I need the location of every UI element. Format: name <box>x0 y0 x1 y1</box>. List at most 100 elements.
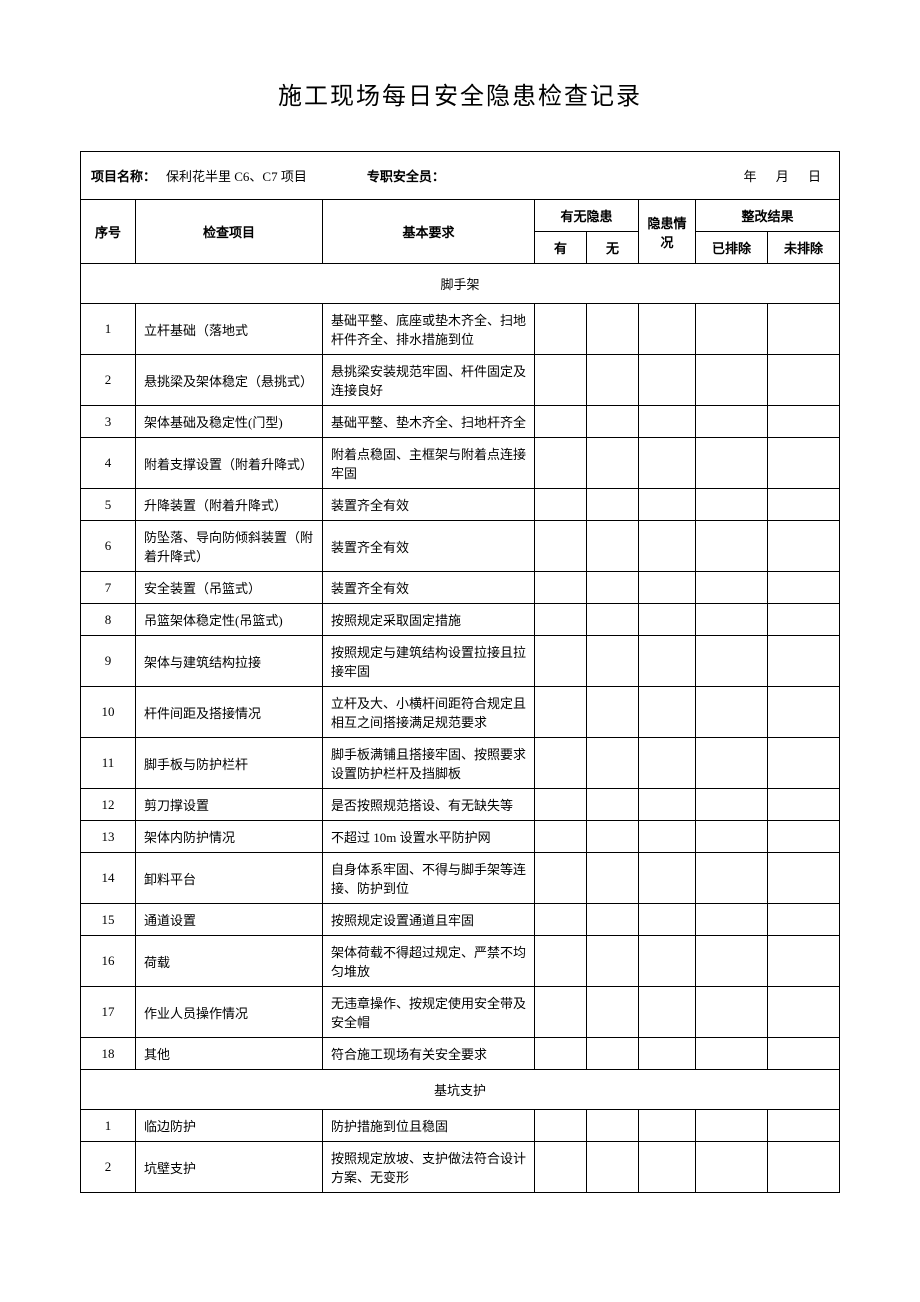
cell-basic-req: 基础平整、底座或垫木齐全、扫地杆件齐全、排水措施到位 <box>323 304 535 355</box>
cell-check-item: 立杆基础（落地式 <box>136 304 323 355</box>
cell-status <box>639 1038 696 1070</box>
table-row: 14卸料平台自身体系牢固、不得与脚手架等连接、防护到位 <box>81 853 840 904</box>
cell-check-item: 架体基础及稳定性(门型) <box>136 406 323 438</box>
cell-basic-req: 脚手板满铺且搭接牢固、按照要求设置防护栏杆及挡脚板 <box>323 738 535 789</box>
cell-status <box>639 853 696 904</box>
cell-result-undone <box>768 636 840 687</box>
cell-result-done <box>696 687 768 738</box>
cell-result-done <box>696 1038 768 1070</box>
cell-status <box>639 1110 696 1142</box>
cell-result-undone <box>768 821 840 853</box>
cell-hazard-no <box>587 1110 639 1142</box>
cell-result-done <box>696 1110 768 1142</box>
cell-result-undone <box>768 738 840 789</box>
section-header-row: 基坑支护 <box>81 1070 840 1110</box>
table-row: 15通道设置按照规定设置通道且牢固 <box>81 904 840 936</box>
table-row: 5升降装置（附着升降式）装置齐全有效 <box>81 489 840 521</box>
cell-seq: 6 <box>81 521 136 572</box>
table-row: 6防坠落、导向防倾斜装置（附着升降式）装置齐全有效 <box>81 521 840 572</box>
cell-hazard-no <box>587 406 639 438</box>
cell-check-item: 通道设置 <box>136 904 323 936</box>
cell-seq: 15 <box>81 904 136 936</box>
cell-basic-req: 是否按照规范搭设、有无缺失等 <box>323 789 535 821</box>
table-row: 7安全装置（吊篮式）装置齐全有效 <box>81 572 840 604</box>
cell-seq: 4 <box>81 438 136 489</box>
cell-check-item: 剪刀撑设置 <box>136 789 323 821</box>
cell-hazard-yes <box>535 1038 587 1070</box>
cell-status <box>639 304 696 355</box>
cell-basic-req: 按照规定放坡、支护做法符合设计方案、无变形 <box>323 1142 535 1193</box>
cell-result-done <box>696 521 768 572</box>
cell-seq: 17 <box>81 987 136 1038</box>
cell-result-undone <box>768 1110 840 1142</box>
cell-result-undone <box>768 355 840 406</box>
table-row: 10杆件间距及搭接情况立杆及大、小横杆间距符合规定且相互之间搭接满足规范要求 <box>81 687 840 738</box>
safety-officer-label: 专职安全员： <box>367 166 445 185</box>
cell-check-item: 卸料平台 <box>136 853 323 904</box>
cell-hazard-yes <box>535 789 587 821</box>
cell-result-done <box>696 355 768 406</box>
cell-basic-req: 附着点稳固、主框架与附着点连接牢固 <box>323 438 535 489</box>
cell-seq: 1 <box>81 304 136 355</box>
col-done-header: 已排除 <box>696 232 768 264</box>
col-result-header: 整改结果 <box>696 200 840 232</box>
inspection-table: 项目名称： 保利花半里 C6、C7 项目 专职安全员： 年 月 日 序号 检查项… <box>80 151 840 1193</box>
table-row: 12剪刀撑设置是否按照规范搭设、有无缺失等 <box>81 789 840 821</box>
col-no-header: 无 <box>587 232 639 264</box>
cell-status <box>639 604 696 636</box>
cell-status <box>639 636 696 687</box>
cell-result-undone <box>768 904 840 936</box>
cell-check-item: 其他 <box>136 1038 323 1070</box>
cell-result-undone <box>768 438 840 489</box>
table-row: 2坑壁支护按照规定放坡、支护做法符合设计方案、无变形 <box>81 1142 840 1193</box>
cell-result-done <box>696 438 768 489</box>
cell-hazard-no <box>587 1142 639 1193</box>
cell-result-undone <box>768 853 840 904</box>
cell-status <box>639 355 696 406</box>
cell-result-undone <box>768 406 840 438</box>
cell-hazard-no <box>587 355 639 406</box>
cell-hazard-yes <box>535 821 587 853</box>
cell-result-done <box>696 489 768 521</box>
cell-check-item: 作业人员操作情况 <box>136 987 323 1038</box>
cell-seq: 12 <box>81 789 136 821</box>
cell-seq: 5 <box>81 489 136 521</box>
cell-check-item: 防坠落、导向防倾斜装置（附着升降式） <box>136 521 323 572</box>
cell-check-item: 架体与建筑结构拉接 <box>136 636 323 687</box>
cell-result-undone <box>768 604 840 636</box>
cell-result-done <box>696 853 768 904</box>
cell-hazard-yes <box>535 521 587 572</box>
cell-basic-req: 装置齐全有效 <box>323 521 535 572</box>
cell-hazard-yes <box>535 406 587 438</box>
cell-seq: 11 <box>81 738 136 789</box>
col-hazard-header: 有无隐患 <box>535 200 639 232</box>
table-row: 17作业人员操作情况无违章操作、按规定使用安全带及安全帽 <box>81 987 840 1038</box>
cell-seq: 9 <box>81 636 136 687</box>
col-yes-header: 有 <box>535 232 587 264</box>
cell-seq: 1 <box>81 1110 136 1142</box>
cell-result-undone <box>768 1142 840 1193</box>
cell-seq: 3 <box>81 406 136 438</box>
cell-hazard-yes <box>535 853 587 904</box>
col-status-header: 隐患情况 <box>639 200 696 264</box>
cell-basic-req: 防护措施到位且稳固 <box>323 1110 535 1142</box>
cell-status <box>639 789 696 821</box>
cell-status <box>639 738 696 789</box>
cell-hazard-yes <box>535 636 587 687</box>
cell-result-done <box>696 406 768 438</box>
col-req-header: 基本要求 <box>323 200 535 264</box>
cell-result-undone <box>768 304 840 355</box>
cell-result-undone <box>768 936 840 987</box>
cell-result-undone <box>768 521 840 572</box>
cell-seq: 10 <box>81 687 136 738</box>
col-seq-header: 序号 <box>81 200 136 264</box>
cell-hazard-yes <box>535 904 587 936</box>
cell-check-item: 临边防护 <box>136 1110 323 1142</box>
cell-seq: 7 <box>81 572 136 604</box>
cell-check-item: 悬挑梁及架体稳定（悬挑式） <box>136 355 323 406</box>
cell-status <box>639 821 696 853</box>
table-row: 16荷载架体荷载不得超过规定、严禁不均匀堆放 <box>81 936 840 987</box>
cell-result-undone <box>768 572 840 604</box>
cell-basic-req: 按照规定设置通道且牢固 <box>323 904 535 936</box>
cell-status <box>639 987 696 1038</box>
